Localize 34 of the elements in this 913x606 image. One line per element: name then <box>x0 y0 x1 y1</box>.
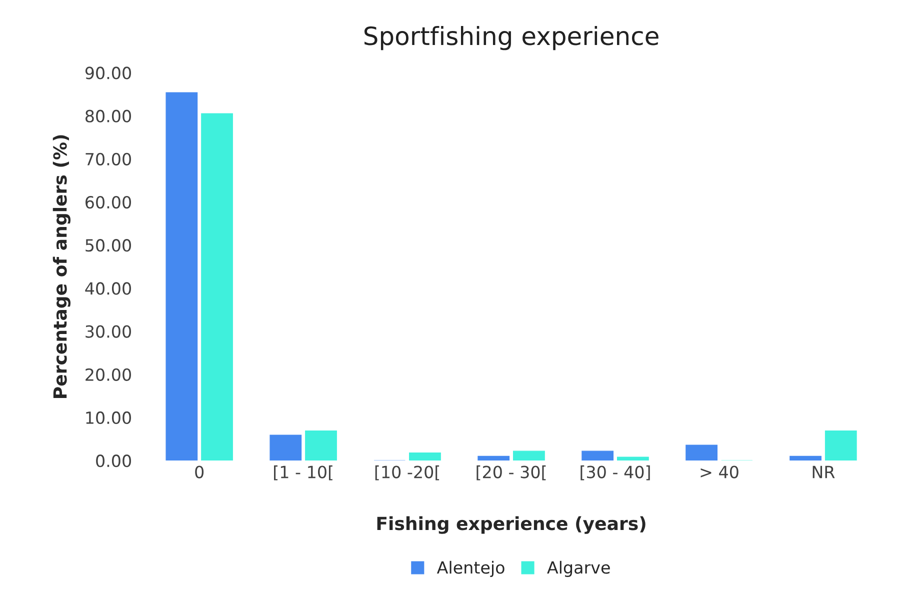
y-tick-label: 20.00 <box>86 368 131 381</box>
legend-label: Algarve <box>547 560 610 578</box>
bar <box>166 92 198 461</box>
y-tick-label: 80.00 <box>86 110 131 122</box>
x-tick-label: 0 <box>195 466 204 478</box>
x-tick-label: [10 -20[ <box>375 465 440 480</box>
y-axis-title: Percentage of anglers (%) <box>52 135 70 398</box>
x-tick-label: > 40 <box>700 466 738 478</box>
x-tick-label: NR <box>812 466 835 478</box>
bar <box>582 450 614 461</box>
bar <box>305 430 337 461</box>
bar <box>201 113 233 461</box>
y-tick-label: 50.00 <box>86 239 131 252</box>
bar <box>824 430 857 461</box>
chart-title: Sportfishing experience <box>364 26 658 50</box>
bar <box>409 452 441 461</box>
legend-label: Alentejo <box>436 560 504 578</box>
x-tick-label: [1 - 10[ <box>274 465 332 480</box>
bar <box>513 450 545 461</box>
bar <box>790 456 822 461</box>
bar <box>686 444 718 461</box>
y-tick-label: 70.00 <box>86 152 131 166</box>
x-tick-label: [30 - 40] <box>580 465 650 480</box>
x-axis-title: Fishing experience (years) <box>377 516 646 534</box>
bar <box>270 434 302 461</box>
y-tick-label: 30.00 <box>86 325 131 338</box>
y-tick-label: 90.00 <box>85 66 131 80</box>
x-tick-label: [20 - 30[ <box>476 465 546 480</box>
y-tick-label: 60.00 <box>86 196 131 209</box>
y-tick-label: 10.00 <box>86 411 131 424</box>
bar <box>616 456 649 461</box>
y-tick-label: 0.00 <box>96 454 131 468</box>
y-tick-label: 40.00 <box>85 282 131 295</box>
bar <box>478 456 510 461</box>
